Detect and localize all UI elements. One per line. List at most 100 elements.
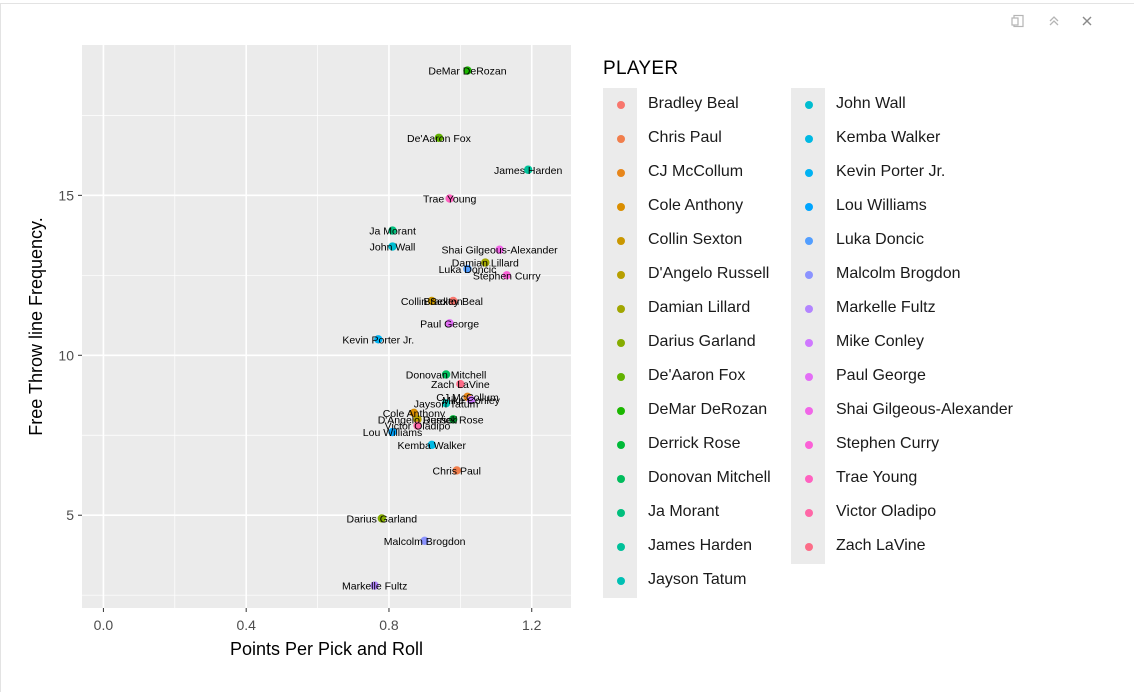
x-tick-label: 0.8 — [379, 617, 399, 633]
legend-label: Jayson Tatum — [648, 571, 747, 588]
x-tick-label: 0.4 — [236, 617, 256, 633]
legend-dot — [805, 203, 813, 211]
point-label: Luka Doncic — [439, 264, 497, 276]
point-label: De'Aaron Fox — [407, 133, 472, 145]
legend-key — [791, 530, 825, 564]
legend-key — [603, 190, 637, 224]
close-icon[interactable] — [1078, 12, 1096, 30]
point-zach-lavine — [456, 379, 465, 389]
point-ja-morant — [388, 226, 397, 235]
legend-label: James Harden — [648, 537, 753, 554]
point-label: Victor Oladipo — [385, 421, 451, 433]
legend-label: DeMar DeRozan — [648, 401, 768, 418]
legend-key — [791, 326, 825, 360]
grid-minor — [82, 45, 571, 608]
legend-dot — [805, 305, 813, 313]
point-label: Cole Anthony — [383, 408, 446, 420]
legend-dot — [805, 373, 813, 381]
legend-label: Malcolm Brogdon — [836, 265, 961, 282]
legend-label: Collin Sexton — [648, 231, 743, 248]
point-label: Collin Sexton — [401, 296, 463, 308]
point-bradley-beal — [449, 296, 458, 306]
point-luka-doncic — [463, 264, 472, 274]
legend-label: Zach LaVine — [836, 537, 926, 554]
legend-dot — [805, 339, 813, 347]
legend-label: Shai Gilgeous-Alexander — [836, 401, 1013, 418]
legend-key — [603, 360, 637, 394]
legend-label: Darius Garland — [648, 333, 756, 350]
legend-key — [603, 292, 637, 326]
legend-key — [791, 190, 825, 224]
collapse-icon[interactable] — [1045, 12, 1063, 30]
legend-key — [791, 292, 825, 326]
legend-label: John Wall — [836, 95, 906, 112]
legend-key — [603, 224, 637, 258]
legend-key — [603, 564, 637, 598]
point-label: Donovan Mitchell — [406, 369, 487, 381]
legend-key — [791, 394, 825, 428]
window-frame-left — [0, 3, 1, 692]
x-tick-label: 1.2 — [522, 617, 542, 633]
legend-label: Lou Williams — [836, 197, 927, 214]
point-donovan-mitchell — [441, 370, 451, 379]
legend-key — [603, 530, 637, 564]
legend-label: Mike Conley — [836, 333, 925, 350]
legend-key — [603, 428, 637, 462]
plot-panel — [82, 45, 571, 608]
legend-dot — [805, 101, 813, 109]
point-shai-gilgeous-alexander — [495, 245, 504, 254]
legend-dot — [617, 441, 625, 449]
point-label: Lou Williams — [363, 427, 423, 439]
point-d-angelo-russell — [413, 415, 422, 424]
point-jayson-tatum — [441, 399, 451, 408]
point-kevin-porter-jr- — [374, 335, 383, 344]
y-axis-title: Free Throw line Frequency. — [26, 217, 46, 435]
legend-key — [791, 360, 825, 394]
legend-dot — [617, 305, 625, 313]
point-labels: Bradley Beal Chris Paul CJ McCollum Cole An… — [342, 66, 562, 593]
point-label: Stephen Curry — [473, 270, 541, 282]
legend-key — [603, 156, 637, 190]
point-cole-anthony — [409, 408, 419, 418]
export-icon[interactable] — [1009, 12, 1027, 30]
legend-label: Bradley Beal — [648, 95, 739, 112]
point-label: Trae Young — [423, 194, 476, 206]
point-damian-lillard — [481, 258, 490, 267]
legend-label: Kevin Porter Jr. — [836, 163, 946, 180]
point-label: DeMar DeRozan — [428, 66, 506, 78]
legend-label: Derrick Rose — [648, 435, 741, 452]
point-label: Jayson Tatum — [414, 398, 479, 410]
point-label: CJ McCollum — [436, 392, 499, 404]
y-tick-label: 15 — [58, 187, 74, 203]
legend-key — [791, 122, 825, 156]
legend-label: Paul George — [836, 367, 926, 384]
legend-dot — [805, 237, 813, 245]
point-trae-young — [445, 194, 454, 203]
point-markelle-fultz — [370, 581, 379, 590]
point-lou-williams — [388, 427, 397, 437]
legend-dot — [805, 441, 813, 449]
point-darius-garland — [377, 514, 387, 523]
point-label: Damian Lillard — [452, 258, 519, 270]
y-tick-label: 5 — [66, 507, 74, 523]
point-label: Markelle Fultz — [342, 581, 407, 593]
data-points — [370, 66, 533, 590]
legend-key — [791, 88, 825, 122]
legend-dot — [805, 475, 813, 483]
point-label: Kemba Walker — [398, 440, 467, 452]
point-label: Zach LaVine — [431, 379, 490, 391]
point-label: James Harden — [494, 165, 562, 177]
legend-dot — [805, 509, 813, 517]
legend-label: De'Aaron Fox — [648, 367, 746, 384]
point-label: John Wall — [370, 242, 416, 254]
legend-title: PLAYER — [603, 58, 679, 79]
legend-label: Ja Morant — [648, 503, 720, 520]
legend-dot — [617, 577, 625, 585]
point-label: Bradley Beal — [423, 296, 483, 308]
legend-dot — [617, 475, 625, 483]
point-demar-derozan — [463, 66, 472, 75]
legend-label: Victor Oladipo — [836, 503, 937, 520]
point-label: D'Angelo Russell — [378, 414, 458, 426]
window-frame-top — [0, 3, 1134, 4]
